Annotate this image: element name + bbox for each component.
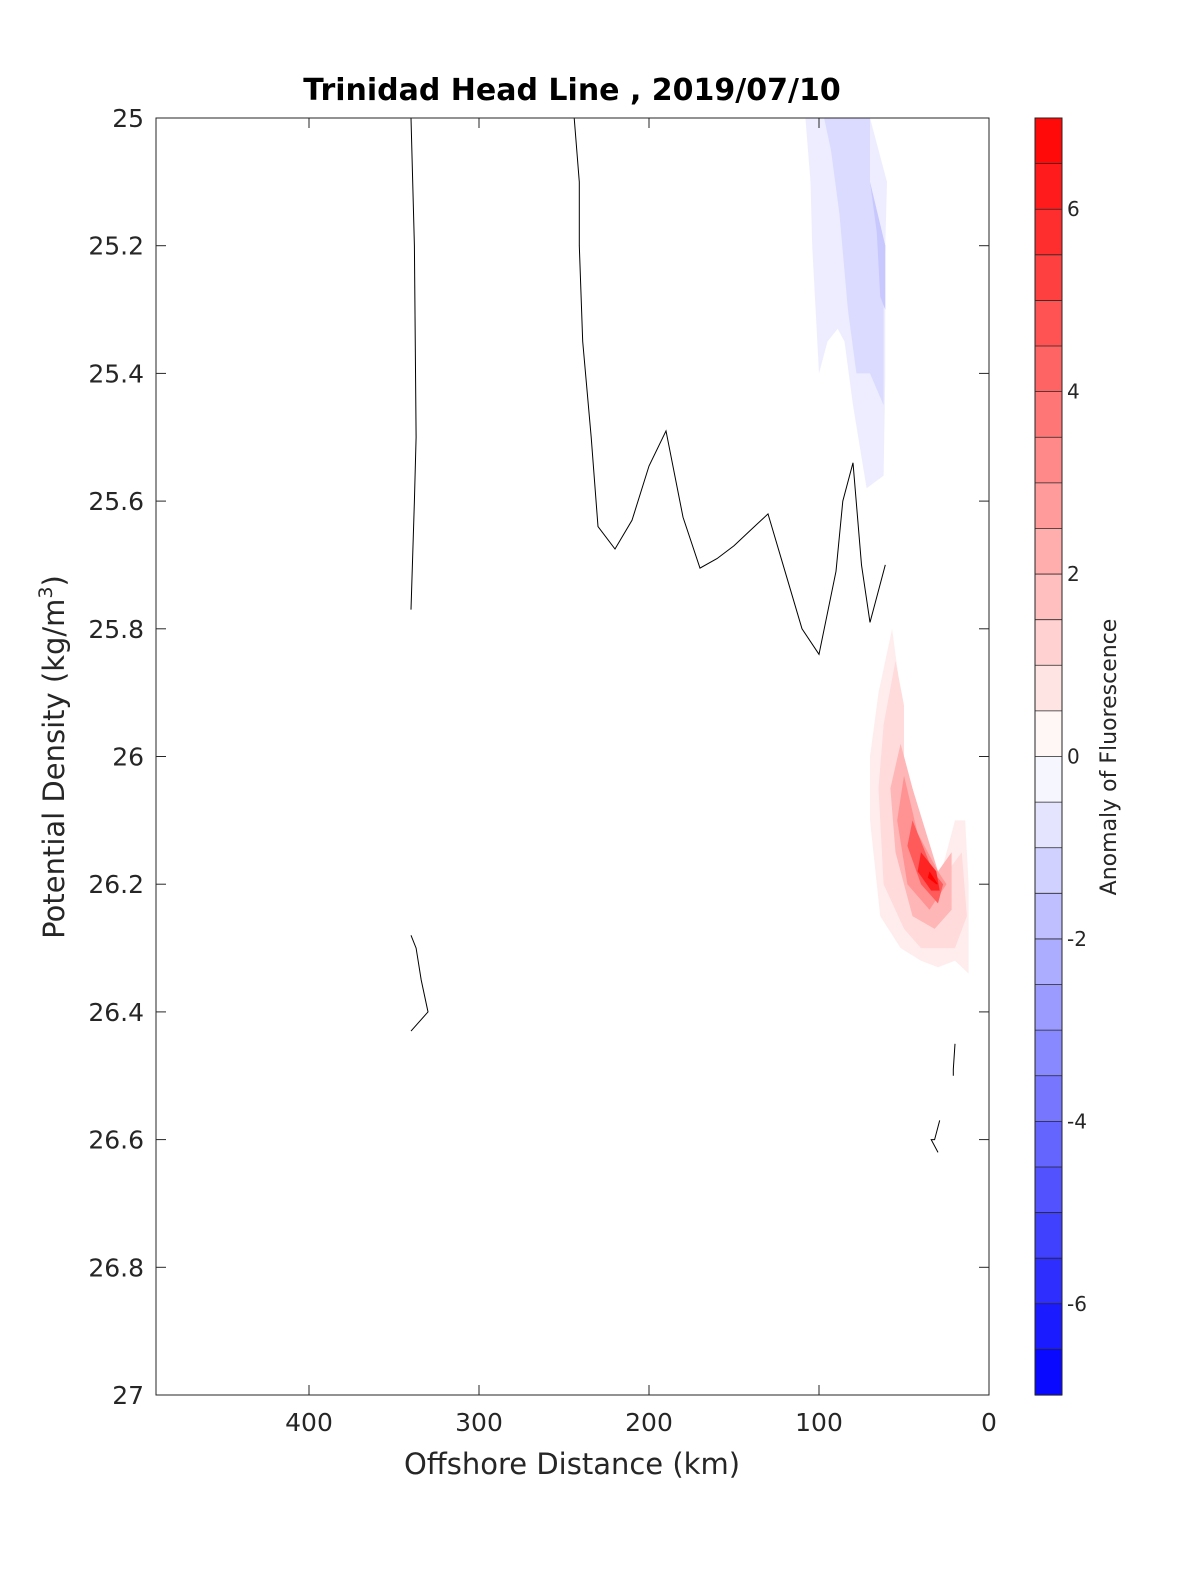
y-tick-label: 26.8 [88,1253,144,1282]
chart-title: Trinidad Head Line , 2019/07/10 [303,73,840,108]
colorbar-swatch [1035,1212,1062,1259]
anomaly-region [824,118,886,406]
y-tick-label: 27 [112,1381,144,1410]
colorbar-tick-label: 0 [1067,745,1080,769]
colorbar-swatch [1035,254,1062,302]
colorbar-swatch [1035,1303,1062,1350]
y-axis-label-main: Potential Density (kg/m [37,599,71,939]
colorbar-swatch [1035,300,1062,347]
colorbar-swatch [1035,1258,1062,1305]
x-tick-label: 100 [795,1408,843,1437]
zero-contour-lines [410,118,956,1153]
colorbar-swatch [1035,1030,1062,1077]
colorbar-swatch [1035,346,1062,393]
colorbar-swatch [1035,756,1062,803]
colorbar-swatch [1035,1349,1062,1396]
colorbar-swatch [1035,391,1062,438]
y-tick-label: 26.6 [88,1126,144,1155]
plot-area [155,117,990,1396]
y-tick-label: 26.2 [88,870,144,899]
y-axis-ticks: 25 25.2 25.4 25.6 25.8 26 26.2 26.4 26.6 26.8 27 [88,104,989,1410]
zero-contour-line [930,1120,941,1153]
colorbar-frame [1034,117,1063,1396]
colorbar-swatch [1035,163,1062,210]
colorbar-swatch [1035,209,1062,256]
anomaly-region [870,181,886,310]
colorbar-swatch [1035,482,1062,530]
colorbar-swatch [1035,847,1062,894]
x-axis-label: Offshore Distance (km) [404,1447,740,1481]
colorbar-tick-label: -4 [1067,1109,1087,1133]
colorbar-swatch [1035,665,1062,712]
colorbar: 6 4 2 0 -2 -4 -6 [1034,117,1087,1396]
anomaly-regions [805,118,969,974]
colorbar-swatch [1035,437,1062,484]
y-tick-label: 25.6 [88,487,144,516]
colorbar-swatch [1035,984,1062,1031]
colorbar-swatch [1035,528,1062,575]
y-tick-label: 26 [112,743,144,772]
colorbar-swatch [1035,1075,1062,1122]
colorbar-label: Anomaly of Fluorescence [1097,619,1122,896]
y-axis-label: Potential Density (kg/m3) [35,575,71,939]
colorbar-swatch [1035,574,1062,621]
zero-contour-line [410,935,429,1032]
colorbar-swatch [1035,893,1062,940]
colorbar-swatch [1035,619,1062,666]
y-tick-label: 25.8 [88,615,144,644]
colorbar-swatch [1035,938,1062,986]
anomaly-region [927,871,938,885]
y-axis-label-suffix: ) [37,575,71,586]
colorbar-swatch [1035,118,1062,165]
zero-contour-line [952,1043,956,1076]
y-tick-label: 25 [112,104,144,133]
x-tick-label: 200 [625,1408,673,1437]
zero-contour-line [573,118,886,656]
colorbar-swatch [1035,1166,1062,1214]
colorbar-tick-label: 2 [1067,562,1080,586]
y-axis-label-superscript: 3 [35,586,57,598]
y-tick-label: 25.4 [88,359,144,388]
x-tick-label: 300 [455,1408,503,1437]
x-tick-label: 0 [981,1408,997,1437]
colorbar-swatch [1035,710,1062,758]
colorbar-swatch [1035,802,1062,849]
x-axis-ticks: 400 300 200 100 0 [285,118,997,1437]
y-tick-label: 26.4 [88,998,144,1027]
colorbar-tick-label: -6 [1067,1292,1087,1316]
x-tick-label: 400 [285,1408,333,1437]
colorbar-tick-label: 6 [1067,197,1080,221]
colorbar-tick-label: -2 [1067,927,1087,951]
colorbar-swatch [1035,1121,1062,1168]
colorbar-tick-label: 4 [1067,380,1080,404]
y-tick-label: 25.2 [88,232,144,261]
zero-contour-line [410,118,417,610]
